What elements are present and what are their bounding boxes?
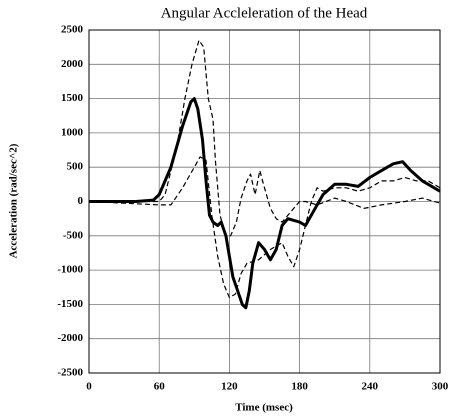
x-tick-label: 120 (221, 381, 238, 393)
y-tick-label: -2500 (57, 367, 83, 379)
x-tick-label: 60 (154, 381, 166, 393)
y-tick-label: 1500 (61, 92, 84, 104)
y-tick-label: 0 (78, 195, 84, 207)
y-tick-label: -1500 (57, 298, 83, 310)
y-tick-label: 2500 (61, 24, 84, 36)
x-axis-label: Time (msec) (235, 402, 293, 414)
y-tick-label: -1000 (57, 264, 83, 276)
x-tick-label: 180 (291, 381, 308, 393)
y-axis-label: Acceleration (rad/sec^2) (8, 143, 20, 258)
y-tick-label: -500 (63, 229, 84, 241)
x-tick-label: 300 (432, 381, 449, 393)
y-tick-label: -2000 (57, 332, 83, 344)
series-line (89, 97, 441, 310)
chart-title: Angular Accleleration of the Head (161, 5, 368, 21)
y-tick-label: 500 (67, 161, 84, 173)
series-line (88, 156, 441, 299)
x-tick-label: 0 (86, 381, 92, 393)
x-tick-label: 240 (362, 381, 379, 393)
y-tick-label: 1000 (61, 126, 84, 138)
series-line (89, 39, 441, 237)
y-tick-label: 2000 (61, 58, 84, 70)
